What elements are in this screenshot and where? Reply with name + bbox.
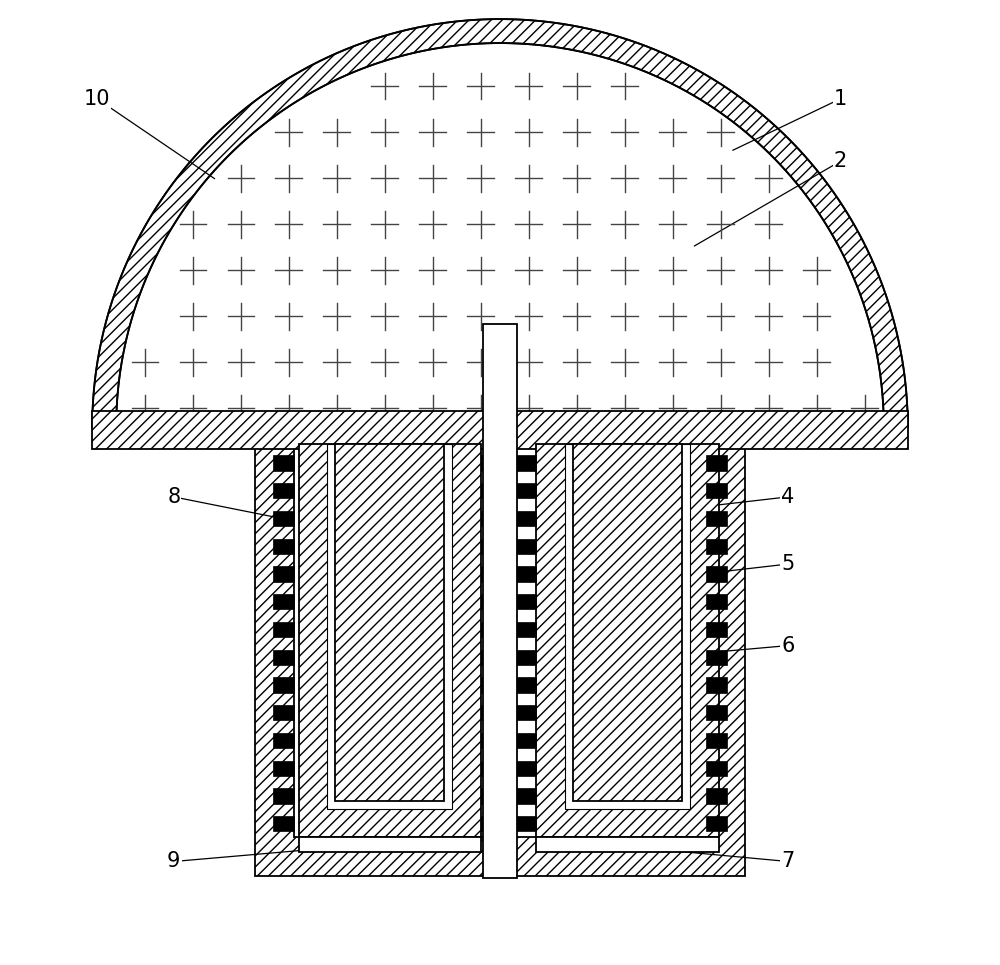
Bar — [273, 510, 294, 526]
Bar — [273, 788, 294, 804]
Bar — [481, 566, 502, 582]
Bar — [481, 455, 502, 471]
Text: 6: 6 — [781, 636, 795, 655]
Bar — [515, 760, 536, 776]
Bar — [706, 594, 727, 609]
Bar — [515, 538, 536, 554]
Bar — [481, 483, 502, 498]
Bar — [481, 538, 502, 554]
Bar — [273, 705, 294, 720]
Bar — [273, 483, 294, 498]
Bar — [273, 594, 294, 609]
Text: 4: 4 — [781, 487, 794, 507]
Bar — [515, 677, 536, 693]
Bar — [706, 677, 727, 693]
Text: 9: 9 — [167, 851, 180, 871]
Bar — [481, 760, 502, 776]
Bar — [515, 594, 536, 609]
Bar — [481, 649, 502, 665]
Bar — [706, 705, 727, 720]
Bar — [483, 324, 517, 878]
Text: 5: 5 — [781, 554, 794, 574]
Bar — [536, 838, 719, 852]
Bar — [515, 566, 536, 582]
Text: 10: 10 — [84, 89, 110, 109]
Bar — [273, 816, 294, 832]
Bar — [515, 816, 536, 832]
Bar — [335, 444, 444, 801]
Bar — [481, 677, 502, 693]
Bar — [515, 455, 536, 471]
Bar — [273, 732, 294, 748]
Bar — [706, 538, 727, 554]
Bar — [706, 788, 727, 804]
Bar — [706, 760, 727, 776]
Bar — [515, 483, 536, 498]
Bar — [706, 510, 727, 526]
Bar — [515, 788, 536, 804]
Bar — [481, 594, 502, 609]
Bar — [481, 621, 502, 637]
Bar — [273, 649, 294, 665]
Bar — [706, 455, 727, 471]
Text: 1: 1 — [834, 89, 847, 109]
Bar — [273, 566, 294, 582]
Bar — [299, 444, 481, 838]
Text: 8: 8 — [167, 487, 180, 507]
Bar — [481, 816, 502, 832]
Bar — [706, 621, 727, 637]
Bar — [706, 732, 727, 748]
Bar — [299, 838, 481, 852]
Bar — [536, 444, 719, 838]
Bar — [273, 760, 294, 776]
Bar — [515, 705, 536, 720]
Bar — [515, 732, 536, 748]
Polygon shape — [92, 19, 908, 427]
Bar — [706, 566, 727, 582]
Bar — [327, 444, 452, 809]
Bar — [515, 649, 536, 665]
Bar — [273, 538, 294, 554]
Text: 3: 3 — [834, 410, 847, 430]
Bar — [273, 455, 294, 471]
Text: 7: 7 — [781, 851, 794, 871]
Bar — [573, 444, 682, 801]
Bar — [706, 816, 727, 832]
Bar — [565, 444, 690, 809]
Text: 2: 2 — [834, 152, 847, 171]
Bar — [294, 439, 706, 838]
Bar — [481, 705, 502, 720]
Bar — [515, 621, 536, 637]
Bar — [92, 410, 908, 449]
Bar — [481, 732, 502, 748]
Bar — [481, 510, 502, 526]
Bar — [273, 677, 294, 693]
Bar — [706, 649, 727, 665]
Polygon shape — [116, 43, 884, 427]
Bar — [515, 510, 536, 526]
Bar — [273, 621, 294, 637]
Bar — [481, 788, 502, 804]
Bar — [255, 439, 745, 876]
Bar — [706, 483, 727, 498]
